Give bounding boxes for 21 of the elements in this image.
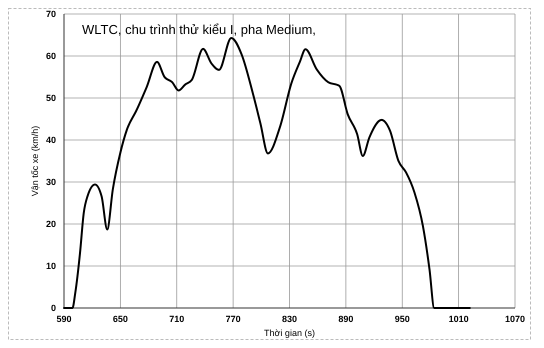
y-tick-label: 20 xyxy=(46,219,56,229)
y-tick-label: 60 xyxy=(46,51,56,61)
line-series xyxy=(63,36,471,309)
x-tick-label: 590 xyxy=(56,314,72,324)
x-tick-label: 1010 xyxy=(448,314,469,324)
y-tick-label: 40 xyxy=(46,135,56,145)
x-tick-label: 770 xyxy=(226,314,241,324)
y-tick-label: 30 xyxy=(46,177,56,187)
x-tick-label: 1070 xyxy=(504,314,526,324)
x-tick-label: 830 xyxy=(282,314,298,324)
y-axis-title: Vận tốc xe (km/h) xyxy=(30,126,40,196)
text: WLTC, chu trình thử kiểu I, pha Medium, xyxy=(82,22,316,37)
y-tick-label: 0 xyxy=(50,303,56,313)
y-tick-label: 70 xyxy=(46,9,56,19)
y-tick-label: 10 xyxy=(46,261,56,271)
x-tick-label: 890 xyxy=(338,314,354,324)
x-tick-label: 710 xyxy=(169,314,184,324)
x-tick-label: 950 xyxy=(394,314,410,324)
x-tick-label: 650 xyxy=(112,314,128,324)
x-axis-title: Thời gian (s) xyxy=(264,328,315,338)
y-tick-label: 50 xyxy=(46,93,56,103)
